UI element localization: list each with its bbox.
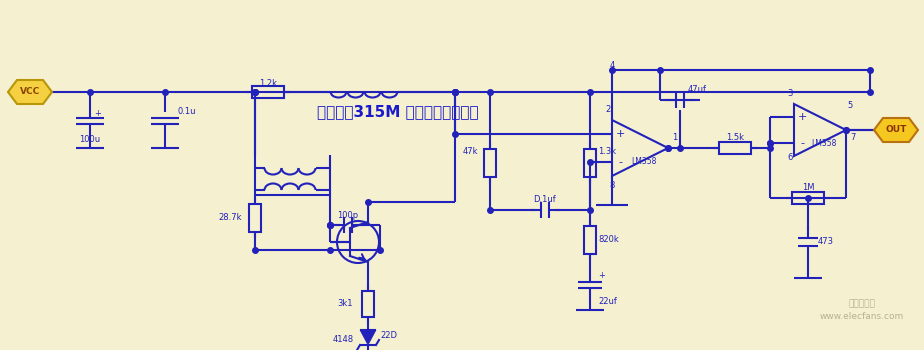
Text: 2: 2 [605,105,611,114]
Text: OUT: OUT [885,126,906,134]
Text: 3: 3 [787,90,793,98]
Text: 22uf: 22uf [598,298,617,307]
Bar [362,291,374,317]
Text: 473: 473 [818,238,834,246]
Text: 4: 4 [609,61,614,70]
Text: +: + [615,129,625,139]
Text: +: + [797,112,807,122]
Text: 6: 6 [787,154,793,162]
Text: 简易无线315M 遥控发射接收设计: 简易无线315M 遥控发射接收设计 [317,105,478,119]
Text: 22D: 22D [380,330,397,340]
Text: 1M: 1M [802,183,814,192]
Text: 28.7k: 28.7k [218,214,242,223]
Text: -: - [618,157,622,167]
Bar [252,86,284,98]
Text: VCC: VCC [20,88,40,97]
Text: LM358: LM358 [811,139,837,147]
Polygon shape [360,330,376,345]
Text: 1: 1 [672,133,677,142]
Text: 1.5k: 1.5k [726,133,744,142]
Text: 100u: 100u [79,135,101,145]
Text: LM358: LM358 [631,158,657,167]
Text: -: - [800,138,804,148]
Bar [719,142,751,154]
Polygon shape [8,80,52,104]
Text: 1.2k: 1.2k [259,78,277,88]
Bar [584,149,596,177]
Text: 47k: 47k [463,147,478,156]
Text: 820k: 820k [598,236,619,245]
Text: 47uf: 47uf [688,85,707,94]
Text: 3k1: 3k1 [337,300,353,308]
Text: 8: 8 [609,182,614,190]
Bar [792,192,824,204]
Text: 1.3k: 1.3k [598,147,616,156]
Text: D.1uf: D.1uf [534,196,556,204]
Text: 5: 5 [847,100,853,110]
Text: 4148: 4148 [333,335,354,343]
Bar [484,149,496,177]
Polygon shape [874,118,918,142]
Text: 电子发烧友
www.elecfans.com: 电子发烧友 www.elecfans.com [820,299,904,321]
Text: 100p: 100p [337,210,359,219]
Text: +: + [94,108,102,118]
Bar [584,226,596,254]
Text: 7: 7 [850,133,856,142]
Text: +: + [598,271,605,280]
Bar [249,204,261,232]
Text: 0.1u: 0.1u [177,106,196,116]
